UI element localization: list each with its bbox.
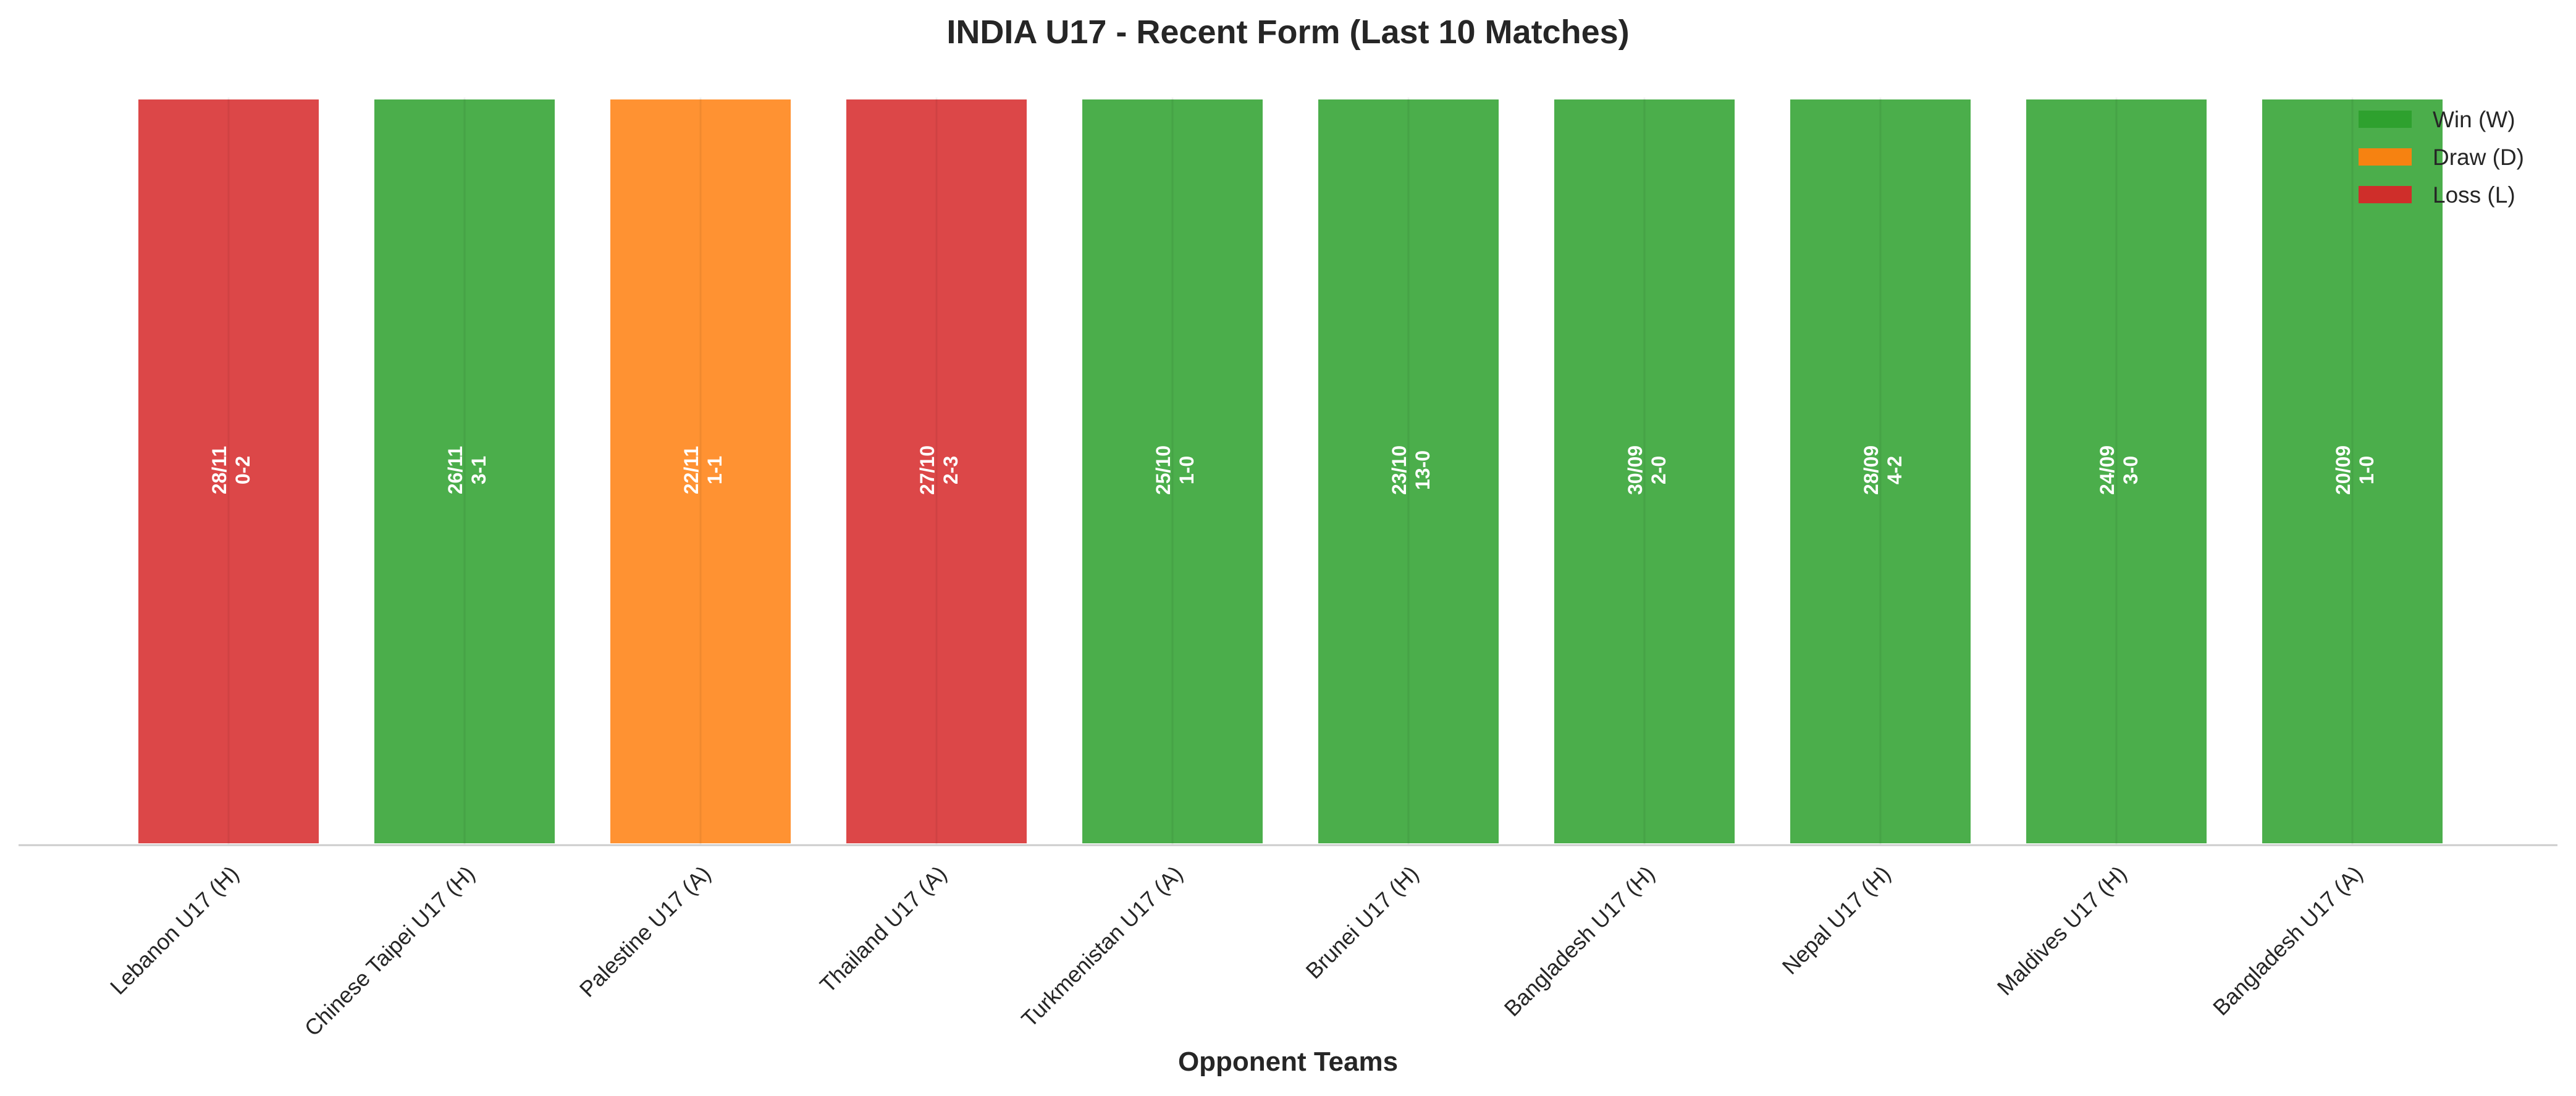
chart-title: INDIA U17 - Recent Form (Last 10 Matches…: [946, 14, 1629, 51]
x-tick-labels: Lebanon U17 (H) Chinese Taipei U17 (H) Pal…: [105, 861, 2367, 1041]
match-score: 13-0: [1412, 450, 1434, 490]
x-tick-label: Thailand U17 (A): [815, 861, 951, 997]
x-tick-label: Brunei U17 (H): [1301, 861, 1424, 984]
bar-label: 26/113-1: [444, 446, 490, 494]
match-score: 1-0: [2355, 456, 2378, 484]
bar-4: [843, 96, 1030, 847]
bar-1: [135, 96, 322, 847]
legend: Win (W) Draw (D) Loss (L): [2359, 107, 2524, 208]
match-date: 28/11: [208, 446, 230, 494]
legend-swatch-w: [2359, 111, 2412, 128]
legend-label: Win (W): [2433, 107, 2515, 132]
match-date: 28/09: [1860, 445, 1882, 495]
match-date: 20/09: [2332, 445, 2354, 495]
bar-7: [1551, 96, 1738, 847]
bar-label: 23/1013-0: [1388, 445, 1434, 495]
legend-swatch-l: [2359, 186, 2412, 203]
x-tick-label: Nepal U17 (H): [1777, 861, 1896, 979]
match-score: 1-1: [704, 456, 726, 484]
match-score: 0-2: [232, 456, 254, 484]
x-tick-label: Bangladesh U17 (H): [1499, 861, 1660, 1021]
x-tick-label: Bangladesh U17 (A): [2208, 861, 2367, 1020]
legend-label: Loss (L): [2433, 182, 2515, 208]
bar-2: [371, 96, 558, 847]
x-tick-label: Palestine U17 (A): [575, 861, 715, 1001]
match-score: 1-0: [1176, 456, 1198, 484]
match-date: 27/10: [916, 445, 938, 495]
bar-label: 28/094-2: [1860, 445, 1906, 495]
bar-label: 24/093-0: [2096, 445, 2142, 495]
x-tick-label: Maldives U17 (H): [1992, 861, 2132, 1000]
bar-label: 30/092-0: [1624, 445, 1670, 495]
match-date: 23/10: [1388, 445, 1410, 495]
bar-label: 25/101-0: [1152, 445, 1198, 495]
bar-label: 20/091-0: [2332, 445, 2378, 495]
match-score: 3-1: [468, 456, 490, 484]
match-date: 26/11: [444, 446, 466, 494]
bar-label: 28/110-2: [208, 446, 254, 494]
x-tick-label: Lebanon U17 (H): [105, 861, 243, 999]
bar-label: 27/102-3: [916, 445, 962, 495]
bar-10: [2258, 96, 2446, 847]
match-score: 3-0: [2119, 456, 2142, 484]
match-date: 25/10: [1152, 445, 1174, 495]
bar-6: [1315, 96, 1502, 847]
bar-3: [607, 96, 794, 847]
match-date: 30/09: [1624, 445, 1646, 495]
x-tick-label: Chinese Taipei U17 (H): [300, 861, 480, 1041]
x-tick-label: Turkmenistan U17 (A): [1016, 861, 1187, 1032]
bar-5: [1079, 96, 1266, 847]
match-date: 22/11: [680, 446, 702, 494]
match-score: 2-0: [1648, 456, 1670, 484]
match-date: 24/09: [2096, 445, 2118, 495]
legend-swatch-d: [2359, 148, 2412, 166]
bars-layer: 28/110-2 26/113-1 22/111-1 27/102-3 25/101-0…: [135, 96, 2446, 847]
match-score: 4-2: [1884, 456, 1906, 484]
bar-label: 22/111-1: [680, 446, 726, 494]
x-axis-label: Opponent Teams: [1178, 1047, 1398, 1077]
match-score: 2-3: [940, 456, 962, 484]
legend-label: Draw (D): [2433, 145, 2524, 170]
